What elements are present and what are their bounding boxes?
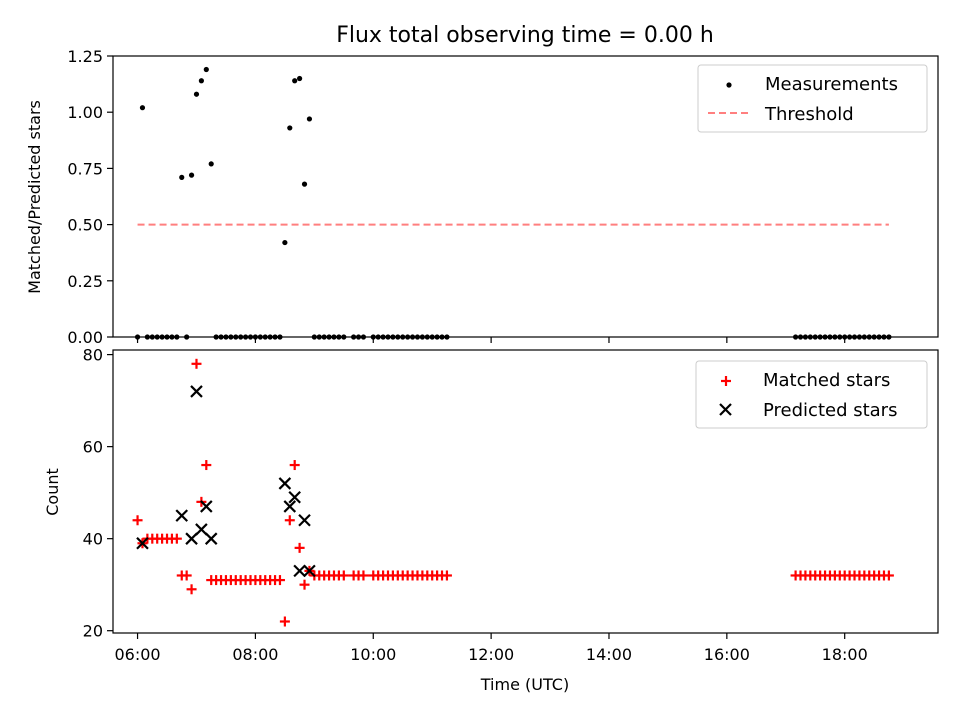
matched-star-point [186, 584, 197, 595]
measurement-point [282, 239, 288, 246]
measurement-point [306, 116, 313, 122]
measurement-point [179, 174, 185, 180]
predicted-star-point [298, 513, 311, 527]
x-axis-label: Time (UTC) [480, 675, 569, 694]
predicted-star-point [283, 500, 297, 513]
bottom-x-ticks: 06:00 08:00 10:00 12:00 14:00 16:00 18:00 [114, 633, 868, 664]
legend-predicted-label: Predicted stars [763, 400, 897, 421]
top-legend: Measurements Threshold [697, 64, 928, 133]
legend-matched-marker [721, 376, 731, 386]
legend-predicted-marker [719, 403, 732, 416]
bottom-x-tick-label: 16:00 [704, 645, 750, 664]
top-panel: Flux total observing time = 0.00 h 0.000… [25, 23, 939, 347]
matched-star-point [358, 570, 369, 581]
predicted-star-point [303, 564, 316, 578]
bottom-y-tick-label: 80 [83, 346, 103, 365]
bottom-legend: Matched stars Predicted stars [695, 360, 928, 429]
bottom-plot-frame [112, 349, 939, 634]
bottom-x-tick-label: 06:00 [114, 645, 160, 664]
matched-star-point [299, 579, 310, 590]
matched-star-point [274, 575, 285, 586]
bottom-y-axis-label: Count [43, 468, 62, 516]
matched-star-point [338, 570, 349, 581]
bottom-x-tick-label: 10:00 [350, 645, 396, 664]
measurement-point [208, 161, 214, 167]
bottom-x-tick-label: 12:00 [468, 645, 514, 664]
top-y-tick-label: 0.00 [67, 328, 103, 347]
top-y-ticks: 0.00 0.25 0.50 0.75 1.00 1.25 [67, 47, 113, 347]
predicted-star-point [136, 536, 149, 550]
legend-threshold-label: Threshold [764, 104, 854, 125]
top-y-tick-label: 0.25 [67, 272, 103, 291]
measurement-point [193, 91, 200, 97]
matched-star-point [132, 515, 143, 526]
predicted-star-point [288, 490, 301, 504]
bottom-y-tick-label: 20 [83, 622, 103, 641]
predicted-star-point [185, 532, 198, 545]
measurement-point [301, 181, 308, 187]
chart-title: Flux total observing time = 0.00 h [336, 23, 714, 48]
predicted-star-point [204, 532, 218, 545]
bottom-legend-box [695, 360, 928, 429]
predicted-star-point [195, 523, 208, 536]
legend-matched-label: Matched stars [763, 370, 890, 391]
measurement-point [198, 78, 204, 84]
matched-star-point [279, 616, 290, 627]
top-y-tick-label: 0.75 [67, 159, 103, 178]
measurement-point [292, 78, 298, 84]
top-y-tick-label: 1.00 [67, 103, 103, 122]
predicted-star-point [278, 477, 292, 490]
matched-star-point [171, 533, 182, 544]
predicted-star-point [190, 385, 203, 398]
measurement-point [297, 75, 303, 82]
top-legend-box [697, 64, 928, 133]
measurement-point [139, 105, 146, 111]
bottom-x-tick-label: 08:00 [232, 645, 278, 664]
top-plot-frame [112, 55, 939, 338]
bottom-x-tick-label: 18:00 [822, 645, 868, 664]
predicted-star-point [175, 509, 189, 522]
top-y-tick-label: 0.50 [67, 216, 103, 235]
predicted-star-point [293, 564, 306, 578]
measurement-point [188, 172, 195, 178]
bottom-y-tick-label: 60 [83, 438, 103, 457]
legend-measurements-label: Measurements [765, 74, 898, 95]
matched-star-point [294, 542, 305, 553]
matched-star-point [289, 460, 300, 471]
matched-star-point [201, 460, 212, 471]
top-y-axis-label: Matched/Predicted stars [25, 100, 44, 294]
measurement-point [287, 125, 293, 131]
matched-star-point [181, 570, 192, 581]
bottom-y-tick-label: 40 [83, 530, 103, 549]
matched-star-point [441, 570, 452, 581]
top-x-ticks [136, 337, 846, 343]
bottom-marks [132, 358, 894, 627]
matched-star-point [284, 515, 295, 526]
predicted-star-point [200, 500, 213, 513]
bottom-y-ticks: 20 40 60 80 [83, 346, 113, 641]
bottom-x-tick-label: 14:00 [586, 645, 632, 664]
measurement-point [203, 66, 209, 73]
legend-measurements-marker [726, 82, 732, 88]
top-y-tick-label: 1.25 [67, 47, 103, 66]
matched-star-point [883, 570, 894, 581]
matched-star-point [191, 358, 202, 369]
bottom-panel: 20 40 60 80 06:00 08:00 10:00 12:00 14:00 16:00 1… [43, 346, 939, 694]
